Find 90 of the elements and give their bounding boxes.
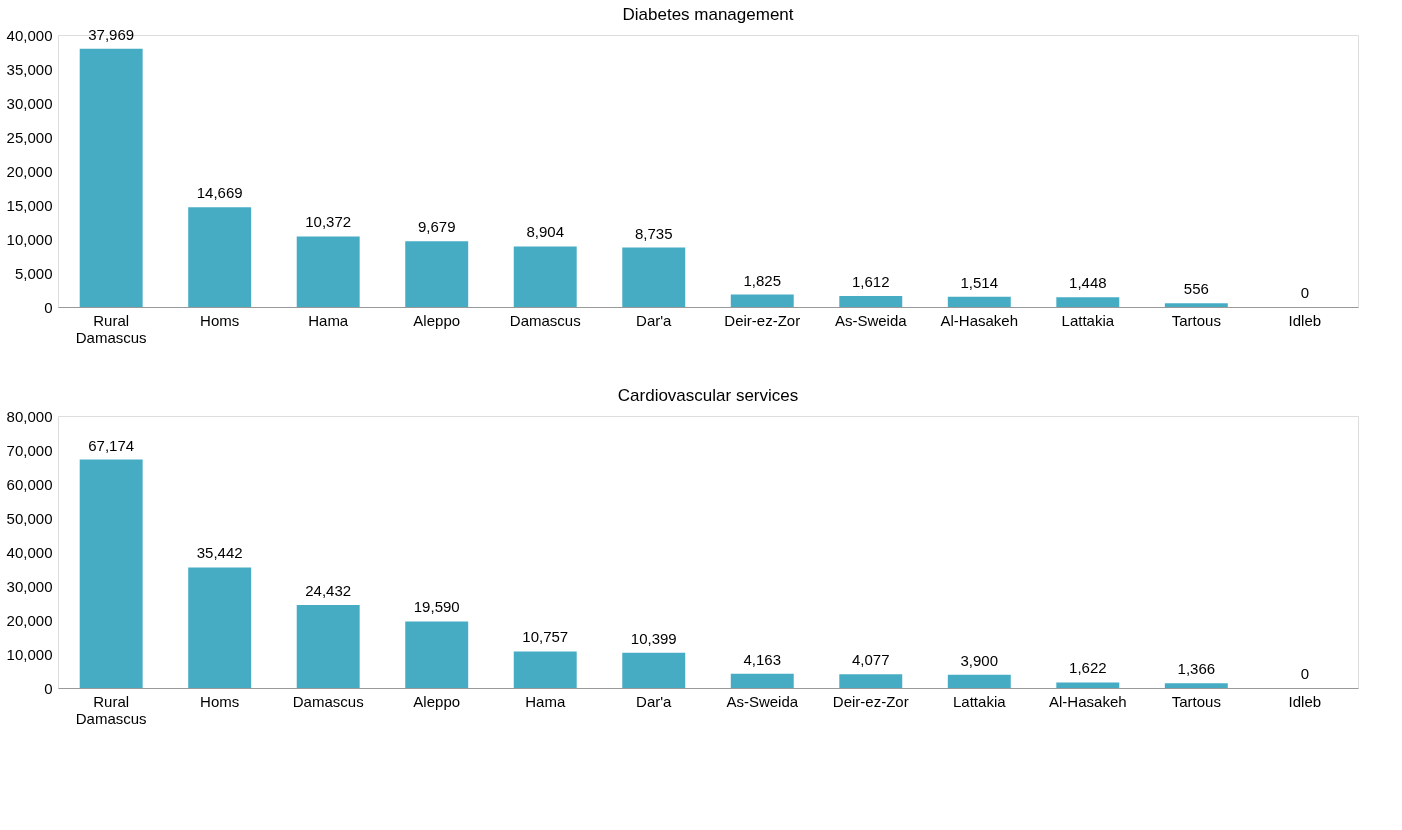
bar bbox=[622, 652, 686, 688]
bar bbox=[839, 674, 903, 688]
data-label: 0 bbox=[1300, 665, 1309, 682]
bar bbox=[405, 621, 469, 688]
y-tick-label: 70,000 bbox=[6, 441, 53, 459]
y-tick-label: 20,000 bbox=[6, 611, 53, 629]
bar bbox=[622, 247, 686, 307]
x-tick-label: Tartous bbox=[1171, 311, 1221, 329]
data-label: 10,399 bbox=[630, 629, 677, 647]
y-tick-label: 30,000 bbox=[6, 577, 53, 595]
x-tick-label: Rural Damascus bbox=[75, 311, 147, 346]
data-label: 37,969 bbox=[88, 25, 135, 43]
x-tick-label: Deir-ez-Zor bbox=[832, 692, 909, 710]
data-label: 10,372 bbox=[305, 213, 352, 231]
data-label: 1,514 bbox=[960, 273, 999, 291]
x-tick-label: Aleppo bbox=[413, 311, 461, 329]
bar bbox=[79, 48, 143, 307]
bar bbox=[1056, 297, 1120, 307]
data-label: 24,432 bbox=[305, 581, 352, 599]
y-tick-label: 40,000 bbox=[6, 26, 53, 44]
y-tick-label: 15,000 bbox=[6, 196, 53, 214]
x-tick-label: Lattakia bbox=[953, 692, 1007, 710]
bar bbox=[947, 296, 1011, 307]
bar bbox=[1056, 682, 1120, 688]
data-label: 19,590 bbox=[413, 598, 460, 616]
y-tick-label: 25,000 bbox=[6, 128, 53, 146]
y-tick-label: 10,000 bbox=[6, 645, 53, 663]
data-label: 1,825 bbox=[743, 271, 782, 289]
y-tick-label: 30,000 bbox=[6, 94, 53, 112]
y-tick-label: 5,000 bbox=[14, 264, 53, 282]
x-tick-label: Lattakia bbox=[1061, 311, 1115, 329]
y-tick-label: 10,000 bbox=[6, 230, 53, 248]
x-tick-label: As-Sweida bbox=[834, 311, 908, 329]
y-tick-label: 80,000 bbox=[6, 407, 53, 425]
y-tick-label: 35,000 bbox=[6, 60, 53, 78]
bar bbox=[513, 246, 577, 307]
y-tick-label: 50,000 bbox=[6, 509, 53, 527]
x-tick-label: Al-Hasakeh bbox=[1049, 692, 1127, 710]
y-tick-label: 20,000 bbox=[6, 162, 53, 180]
data-label: 1,448 bbox=[1069, 274, 1107, 292]
y-tick-label: 0 bbox=[44, 679, 53, 697]
x-tick-label: Damascus bbox=[292, 692, 364, 710]
bar bbox=[513, 651, 577, 688]
x-tick-label: Hama bbox=[308, 311, 349, 329]
data-label: 14,669 bbox=[196, 184, 243, 202]
x-tick-label: Homs bbox=[200, 311, 240, 329]
y-tick-label: 0 bbox=[44, 298, 53, 316]
x-tick-label: Idleb bbox=[1288, 311, 1322, 329]
bar bbox=[1164, 683, 1228, 688]
bar bbox=[1164, 303, 1228, 307]
x-tick-label: Tartous bbox=[1171, 692, 1221, 710]
chart-title: Cardiovascular services bbox=[617, 386, 799, 405]
bar bbox=[296, 236, 360, 307]
data-label: 8,904 bbox=[526, 223, 564, 241]
chart-title: Diabetes management bbox=[622, 4, 794, 24]
bar bbox=[188, 207, 252, 307]
bar bbox=[947, 674, 1011, 688]
x-tick-label: Dar'a bbox=[636, 311, 673, 329]
data-label: 1,612 bbox=[852, 273, 890, 291]
data-label: 67,174 bbox=[88, 436, 135, 454]
x-tick-label: Damascus bbox=[509, 311, 581, 329]
data-label: 556 bbox=[1183, 280, 1209, 298]
x-tick-label: Hama bbox=[525, 692, 566, 710]
x-tick-label: Homs bbox=[200, 692, 240, 710]
x-tick-label: Dar'a bbox=[636, 692, 673, 710]
data-label: 4,077 bbox=[852, 651, 890, 669]
data-label: 4,163 bbox=[743, 650, 782, 668]
data-label: 8,735 bbox=[634, 224, 673, 242]
x-tick-label: Deir-ez-Zor bbox=[724, 311, 801, 329]
y-tick-label: 40,000 bbox=[6, 543, 53, 561]
data-label: 35,442 bbox=[196, 544, 243, 562]
bar bbox=[730, 673, 794, 688]
y-tick-label: 60,000 bbox=[6, 475, 53, 493]
x-tick-label: Rural Damascus bbox=[75, 692, 147, 727]
data-label: 1,366 bbox=[1177, 660, 1216, 678]
data-label: 3,900 bbox=[960, 651, 999, 669]
x-tick-label: Idleb bbox=[1288, 692, 1322, 710]
bar bbox=[405, 241, 469, 307]
x-tick-label: Al-Hasakeh bbox=[940, 311, 1019, 329]
bar bbox=[296, 604, 360, 688]
data-label: 10,757 bbox=[522, 628, 569, 646]
data-label: 1,622 bbox=[1069, 659, 1107, 677]
bar bbox=[79, 459, 143, 688]
x-tick-label: Aleppo bbox=[413, 692, 461, 710]
data-label: 9,679 bbox=[417, 218, 456, 236]
data-label: 0 bbox=[1300, 284, 1309, 301]
x-tick-label: As-Sweida bbox=[726, 692, 799, 710]
bar bbox=[839, 296, 903, 307]
bar bbox=[730, 294, 794, 307]
bar bbox=[188, 567, 252, 688]
